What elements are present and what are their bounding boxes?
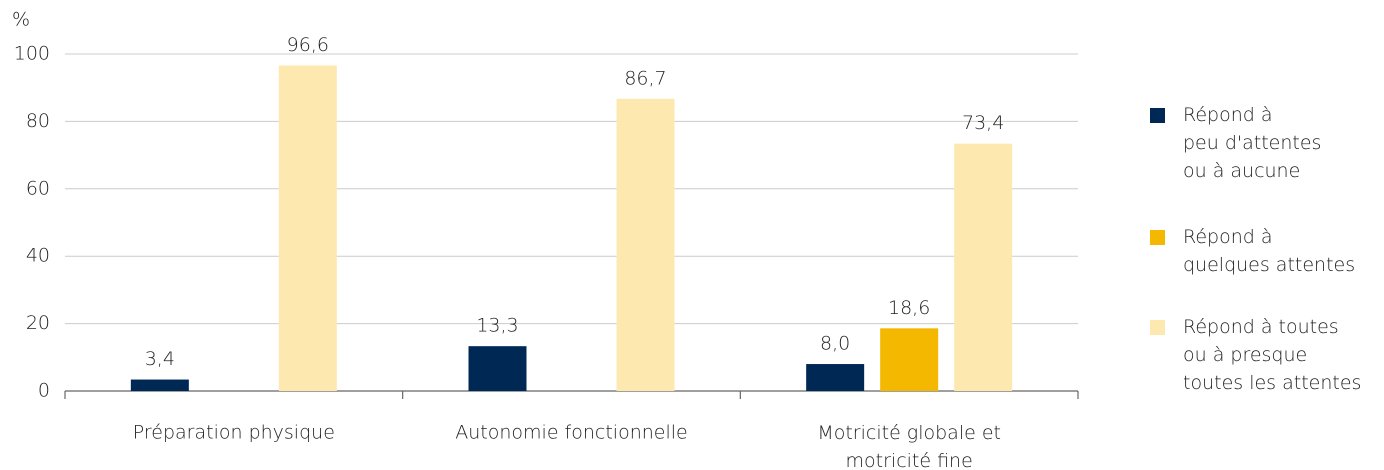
x-tick-label: Préparation physique [133,422,335,444]
value-label: 86,7 [624,67,666,89]
legend-label: Répond à peu d'attentes ou à aucune [1183,104,1321,182]
value-label: 3,4 [145,348,175,370]
bar [880,328,939,391]
bar [278,65,337,391]
bar [468,346,527,391]
y-tick-label: 40 [26,245,50,267]
value-label: 73,4 [962,112,1004,134]
y-tick-label: 80 [26,110,50,132]
value-label: 8,0 [820,333,850,355]
value-label: 13,3 [476,315,518,337]
y-tick-label: 60 [26,177,50,199]
bar [954,143,1013,391]
y-tick-label: 0 [38,380,50,402]
y-axis-label: % [12,9,30,31]
bar [806,364,865,391]
legend-swatch [1150,230,1165,245]
x-tick-label: Motricité globale et motricité fine [817,422,1001,470]
bar [130,379,189,391]
legend-label: Répond à quelques attentes [1183,226,1355,276]
y-tick-label: 100 [14,43,50,65]
value-label: 18,6 [888,297,930,319]
x-tick-label: Autonomie fonctionnelle [455,422,687,444]
bar [616,98,675,392]
value-label: 96,6 [287,34,329,56]
legend-swatch [1150,108,1165,123]
y-tick-label: 20 [26,312,50,334]
legend-label: Répond à toutes ou à presque toutes les at… [1183,316,1361,394]
legend-swatch [1150,320,1165,335]
